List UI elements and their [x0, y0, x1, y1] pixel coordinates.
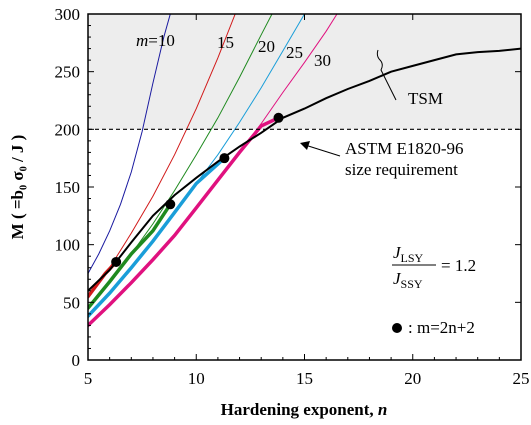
y-tick-label-0: 0 — [72, 351, 81, 370]
label-m15: 15 — [217, 33, 234, 52]
y-tick-label-6: 300 — [55, 5, 81, 24]
ratio-num-j: J — [393, 243, 402, 262]
ratio-numerator: JLSY — [393, 243, 424, 265]
tsm-pointer — [376, 49, 397, 101]
series-line-0 — [88, 14, 171, 274]
label-m-prefix: m — [136, 31, 148, 50]
series-line-tsm — [88, 47, 521, 292]
shaded-region — [88, 14, 521, 130]
y-tick-label-1: 50 — [63, 293, 80, 312]
y-axis-label: M ( =b₀ σ₀ / J ) — [8, 135, 27, 240]
ratio-den-j: J — [393, 269, 402, 288]
x-tick-label-2: 15 — [296, 369, 313, 388]
ratio-den-sub: SSY — [401, 277, 423, 291]
y-tick-label-2: 100 — [55, 236, 81, 255]
x-axis-label-n: n — [378, 400, 387, 419]
legend-marker-label: : m=2n+2 — [408, 318, 475, 337]
label-m10: m=10 — [136, 31, 175, 50]
y-tick-label-3: 150 — [55, 178, 81, 197]
y-tick-label-4: 200 — [55, 120, 81, 139]
data-marker-3 — [273, 112, 284, 123]
ratio-denominator: JSSY — [393, 269, 423, 291]
series-layer — [88, 14, 521, 328]
ratio-num-sub: LSY — [401, 251, 424, 265]
data-marker-1 — [165, 199, 176, 210]
label-m25: 25 — [286, 43, 303, 62]
marker-layer — [111, 112, 284, 267]
legend-marker — [392, 323, 402, 333]
bold-segment-2 — [88, 156, 227, 318]
data-marker-0 — [111, 256, 122, 267]
bold-segment-1 — [88, 202, 173, 310]
x-axis-label-main: Hardening exponent, — [221, 400, 378, 419]
astm-pointer — [301, 143, 341, 157]
ratio-annotation: JLSY JSSY = 1.2 — [392, 243, 476, 291]
label-m20: 20 — [258, 37, 275, 56]
x-tick-label-3: 20 — [404, 369, 421, 388]
x-axis-label: Hardening exponent, n — [221, 400, 388, 419]
label-m10-value: =10 — [148, 31, 175, 50]
x-tick-label-4: 25 — [513, 369, 530, 388]
y-tick-label-5: 250 — [55, 63, 81, 82]
tsm-label: TSM — [408, 89, 443, 108]
x-tick-label-0: 5 — [84, 369, 93, 388]
ratio-value: = 1.2 — [441, 256, 476, 275]
astm-arrowhead — [300, 141, 310, 150]
astm-label-line2: size requirement — [345, 160, 458, 179]
x-tick-label-1: 10 — [188, 369, 205, 388]
astm-label-line1: ASTM E1820-96 — [345, 139, 464, 158]
label-m30: 30 — [314, 51, 331, 70]
data-marker-2 — [219, 153, 230, 164]
bold-segment-3 — [88, 116, 281, 328]
